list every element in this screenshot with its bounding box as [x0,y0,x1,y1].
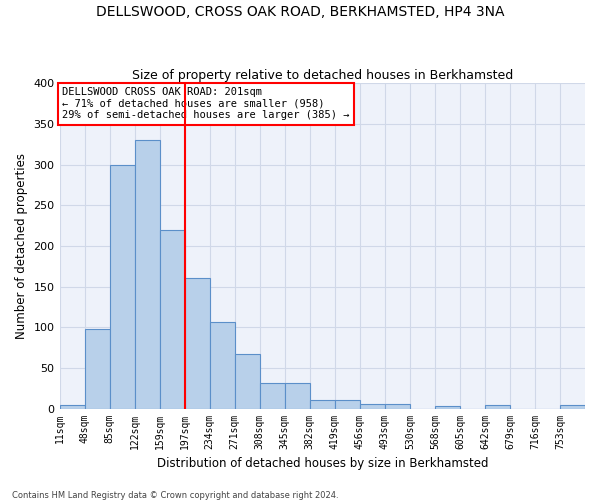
Bar [335,400,360,408]
Bar [435,406,460,408]
Bar [385,404,410,408]
Bar [310,400,335,408]
X-axis label: Distribution of detached houses by size in Berkhamsted: Distribution of detached houses by size … [157,457,488,470]
Bar [560,406,585,408]
Bar [134,140,160,408]
Text: DELLSWOOD, CROSS OAK ROAD, BERKHAMSTED, HP4 3NA: DELLSWOOD, CROSS OAK ROAD, BERKHAMSTED, … [96,5,504,19]
Y-axis label: Number of detached properties: Number of detached properties [15,153,28,339]
Bar [110,166,134,408]
Bar [360,404,385,408]
Bar [209,322,235,408]
Bar [285,382,310,408]
Bar [260,382,285,408]
Bar [160,230,185,408]
Text: DELLSWOOD CROSS OAK ROAD: 201sqm
← 71% of detached houses are smaller (958)
29% : DELLSWOOD CROSS OAK ROAD: 201sqm ← 71% o… [62,87,350,120]
Text: Contains HM Land Registry data © Crown copyright and database right 2024.: Contains HM Land Registry data © Crown c… [12,490,338,500]
Bar [485,406,510,408]
Bar [185,278,209,408]
Bar [59,406,85,408]
Title: Size of property relative to detached houses in Berkhamsted: Size of property relative to detached ho… [131,69,513,82]
Bar [235,354,260,408]
Bar [85,329,110,408]
